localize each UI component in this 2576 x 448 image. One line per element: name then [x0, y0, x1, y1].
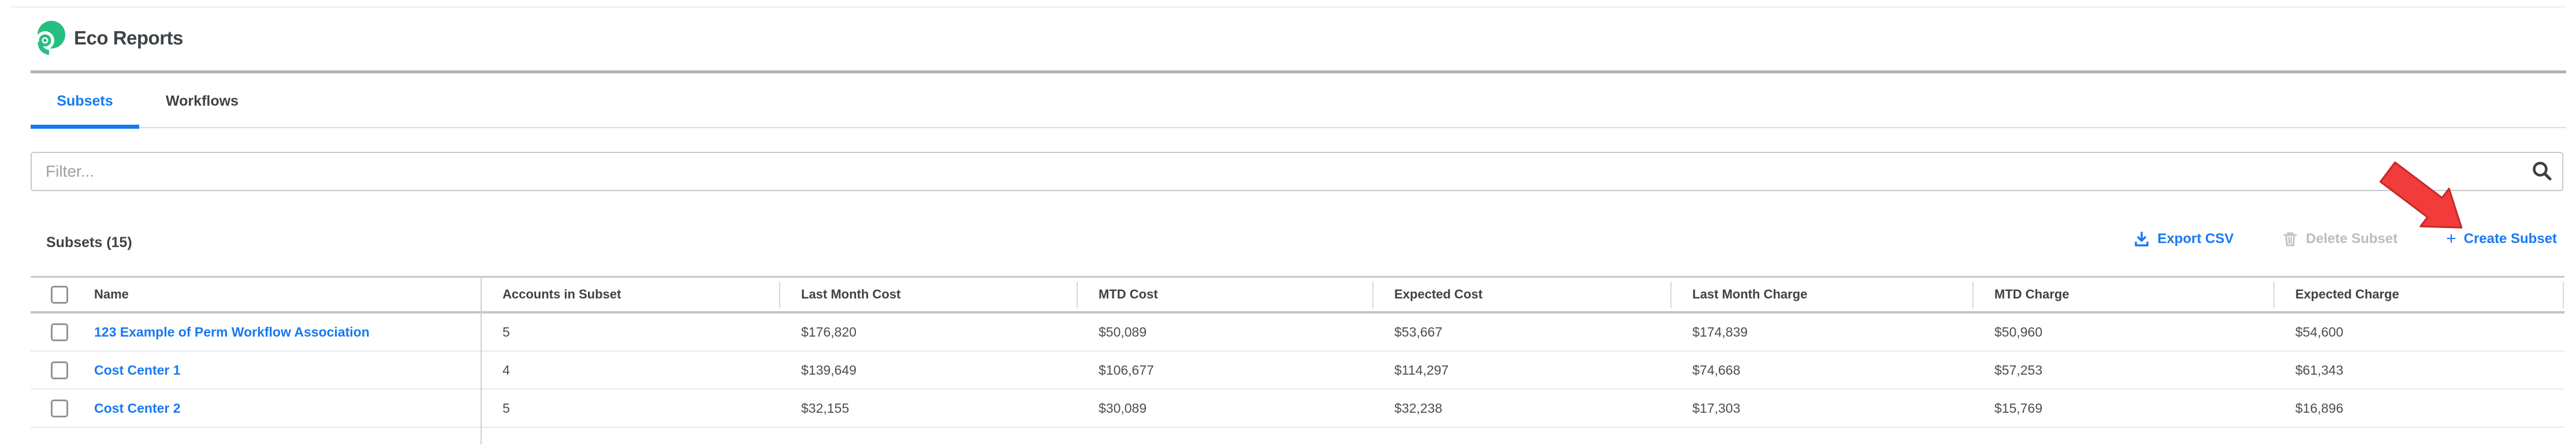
table-header-row: Name Accounts in Subset Last Month Cost … [31, 276, 2564, 313]
tab-bar-hairline [31, 127, 2566, 128]
row-expected-charge-cell: $54,600 [2295, 324, 2344, 339]
row-last-month-cost-cell: $176,820 [801, 324, 857, 339]
row-expected-cost-cell: $53,667 [1394, 324, 1443, 339]
header-cell-last-month-charge: Last Month Charge [1692, 287, 1808, 301]
row-mtd-cost-cell: $30,089 [1099, 400, 1147, 416]
header-divider [31, 70, 2566, 73]
filter-input[interactable] [31, 152, 2563, 191]
trash-icon [2283, 232, 2297, 247]
name-column-divider [481, 276, 482, 445]
row-checkbox[interactable] [51, 399, 68, 417]
subset-name-link[interactable]: Cost Center 2 [94, 400, 181, 416]
download-icon [2135, 232, 2149, 247]
row-last-month-charge-cell: $17,303 [1692, 400, 1741, 416]
table-row[interactable]: 123 Example of Perm Workflow Association… [31, 313, 2564, 352]
subsets-table: Name Accounts in Subset Last Month Cost … [31, 276, 2564, 448]
row-accounts-cell: 4 [502, 362, 510, 378]
table-body: 123 Example of Perm Workflow Association… [31, 313, 2564, 428]
eco-spiral-logo-icon [36, 21, 65, 55]
row-name-cell: 123 Example of Perm Workflow Association [31, 323, 481, 341]
subset-name-link[interactable]: 123 Example of Perm Workflow Association [94, 324, 370, 339]
row-name-cell: Cost Center 2 [31, 399, 481, 417]
row-mtd-cost-cell: $50,089 [1099, 324, 1147, 339]
table-row[interactable]: Cost Center 2 5 $32,155 $30,089 $32,238 … [31, 390, 2564, 428]
row-mtd-charge-cell: $15,769 [1994, 400, 2043, 416]
search-icon[interactable] [2531, 160, 2553, 182]
row-accounts-cell: 5 [502, 400, 510, 416]
row-last-month-charge-cell: $174,839 [1692, 324, 1748, 339]
export-csv-label: Export CSV [2157, 231, 2234, 247]
row-last-month-charge-cell: $74,668 [1692, 362, 1741, 378]
header-cell-mtd-charge: MTD Charge [1994, 287, 2069, 301]
row-last-month-cost-cell: $32,155 [801, 400, 850, 416]
column-header-label: Name [94, 287, 129, 301]
row-name-cell: Cost Center 1 [31, 361, 481, 379]
row-expected-charge-cell: $16,896 [2295, 400, 2344, 416]
tab-bar: Subsets Workflows [31, 87, 265, 115]
row-expected-charge-cell: $61,343 [2295, 362, 2344, 378]
row-mtd-charge-cell: $50,960 [1994, 324, 2043, 339]
create-subset-label: Create Subset [2463, 231, 2557, 247]
plus-icon: + [2446, 229, 2456, 248]
subset-name-link[interactable]: Cost Center 1 [94, 362, 181, 378]
export-csv-button[interactable]: Export CSV [2134, 231, 2233, 247]
header-cell-accounts: Accounts in Subset [502, 287, 621, 301]
header-cell-expected-cost: Expected Cost [1394, 287, 1483, 301]
row-accounts-cell: 5 [502, 324, 510, 339]
delete-subset-button[interactable]: Delete Subset [2282, 231, 2398, 247]
header-cell-expected-charge: Expected Charge [2295, 287, 2399, 301]
row-checkbox[interactable] [51, 323, 68, 341]
subsets-count-heading: Subsets (15) [46, 234, 132, 251]
row-last-month-cost-cell: $139,649 [801, 362, 857, 378]
delete-subset-label: Delete Subset [2306, 231, 2398, 247]
select-all-checkbox[interactable] [51, 285, 68, 304]
tab-workflows[interactable]: Workflows [166, 92, 239, 109]
filter-container [31, 152, 2563, 191]
row-checkbox[interactable] [51, 361, 68, 379]
row-expected-cost-cell: $32,238 [1394, 400, 1443, 416]
tab-subsets[interactable]: Subsets [57, 92, 113, 109]
row-expected-cost-cell: $114,297 [1394, 362, 1449, 378]
row-mtd-charge-cell: $57,253 [1994, 362, 2043, 378]
header-cell-last-month-cost: Last Month Cost [801, 287, 901, 301]
top-hairline-divider [10, 6, 2566, 8]
active-tab-underline [31, 125, 139, 129]
header-cell-name: Name [31, 285, 481, 304]
header-cell-mtd-cost: MTD Cost [1099, 287, 1158, 301]
row-mtd-cost-cell: $106,677 [1099, 362, 1154, 378]
page-title: Eco Reports [74, 27, 183, 48]
table-actions: Export CSV Delete Subset + Create Subset [2134, 229, 2557, 248]
create-subset-button[interactable]: + Create Subset [2446, 229, 2557, 248]
table-row[interactable]: Cost Center 1 4 $139,649 $106,677 $114,2… [31, 352, 2564, 390]
